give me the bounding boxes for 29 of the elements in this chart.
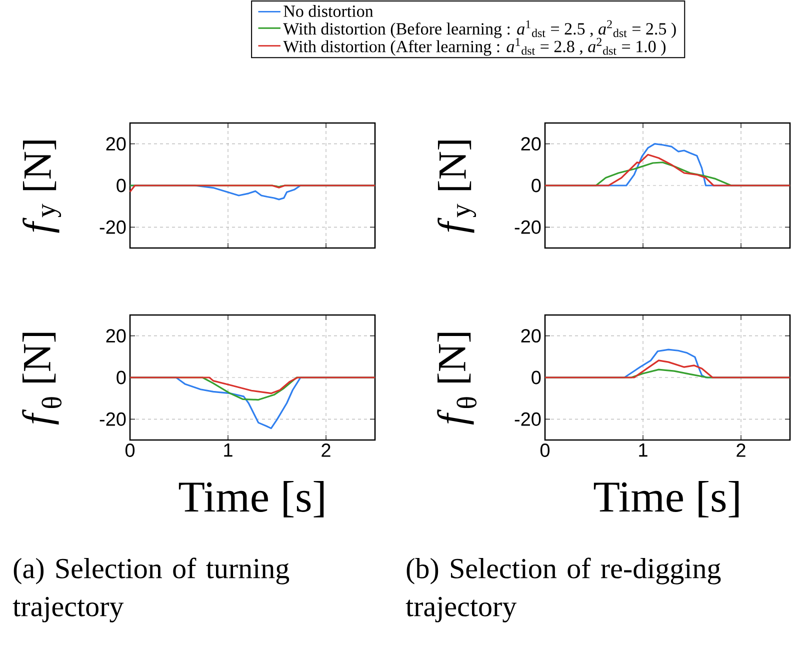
text: (b) Selection of re-digging trajectory xyxy=(406,558,721,622)
x-tick-label: 2 xyxy=(322,444,330,457)
text: With distortion (After learning : a$^{1}$$_{dst}$ = 2.8 , a$^{2}$$_{dst}$ = 1.0 ) xyxy=(283,38,666,56)
y-axis-title: f$_{y}$ [N] xyxy=(438,140,476,233)
y-tick-label: 0 xyxy=(532,178,541,192)
y-tick-label: 20 xyxy=(521,329,541,343)
y-tick-label: -20 xyxy=(100,220,126,234)
x-axis-title: Time [s] xyxy=(178,481,324,518)
y-tick-label: -20 xyxy=(514,220,541,234)
y-tick-label: 0 xyxy=(532,370,541,384)
y-tick-label: 20 xyxy=(106,137,126,151)
y-tick-label: -20 xyxy=(514,412,541,426)
legend-label: No distortion xyxy=(284,5,374,17)
x-tick-label: 0 xyxy=(540,444,550,457)
text: (a) Selection of turning trajectory xyxy=(12,558,290,622)
x-tick-label: 1 xyxy=(224,444,232,457)
y-tick-label: 0 xyxy=(116,370,126,384)
y-tick-label: 0 xyxy=(116,178,126,192)
text: With distortion (Before learning : a$^{1}$$_{dst}$ = 2.5 , a$^{2}$$_{dst}$ = 2.5 ) xyxy=(283,20,676,38)
y-axis-title: f$_{θ}$ [N] xyxy=(22,332,62,425)
x-tick-label: 1 xyxy=(639,444,648,457)
y-tick-label: -20 xyxy=(100,412,126,426)
x-tick-label: 2 xyxy=(736,444,746,457)
y-axis-title: f$_{y}$ [N] xyxy=(22,140,62,233)
x-tick-label: 0 xyxy=(125,444,135,457)
x-axis-title: Time [s] xyxy=(594,481,739,518)
y-tick-label: 20 xyxy=(521,137,541,151)
y-axis-title: f$_{θ}$ [N] xyxy=(437,332,477,425)
y-tick-label: 20 xyxy=(106,329,126,343)
